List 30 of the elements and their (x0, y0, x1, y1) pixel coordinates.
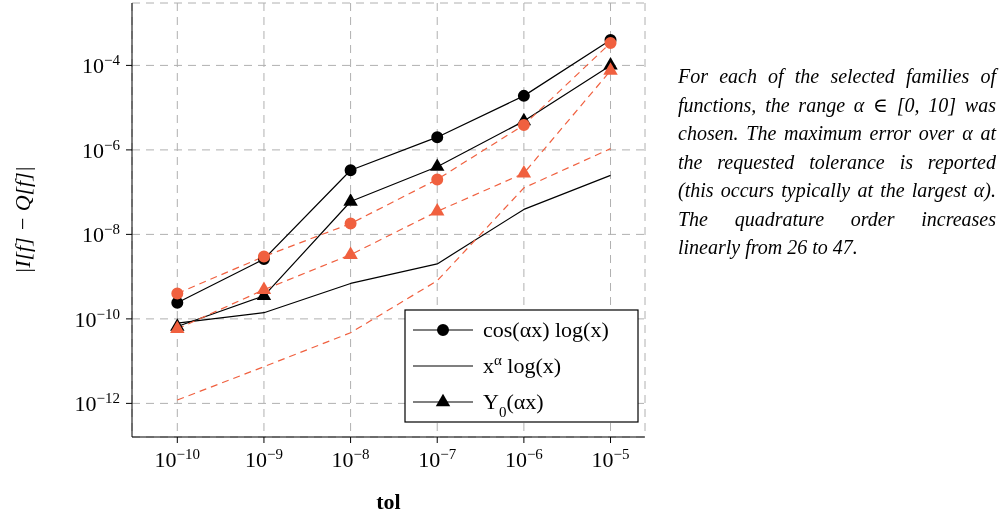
x-tick-label: 10$^{−7}$ (418, 446, 457, 472)
point (603, 62, 618, 75)
point (430, 158, 445, 171)
point (516, 164, 532, 178)
point (344, 164, 357, 177)
point (431, 173, 444, 186)
legend-label: cos(αx) log(x) (483, 317, 609, 342)
x-tick-label: 10$^{−8}$ (331, 446, 370, 472)
point (517, 89, 530, 102)
legend-label: Y$_{0}$(αx) (483, 389, 544, 420)
point (431, 131, 444, 144)
x-tick-label: 10$^{−10}$ (154, 446, 201, 472)
y-axis-title: |I[f] − Q[f]| (10, 166, 35, 274)
point (344, 217, 357, 230)
x-tick-label: 10$^{−9}$ (244, 446, 283, 472)
y-tick-label: 10$^{−8}$ (82, 221, 120, 248)
point (517, 118, 530, 131)
point (256, 281, 272, 294)
point (343, 193, 358, 206)
point (171, 287, 184, 300)
legend-label: x$^{α}$ log(x) (483, 352, 562, 378)
x-tick-label: 10$^{−5}$ (591, 446, 630, 472)
x-tick-label: 10$^{−6}$ (504, 446, 544, 472)
point (430, 203, 445, 216)
point (343, 246, 358, 259)
y-tick-label: 10$^{−10}$ (74, 305, 120, 332)
y-tick-label: 10$^{−12}$ (74, 390, 120, 417)
x-axis-title: tol (376, 489, 401, 514)
y-tick-label: 10$^{−6}$ (82, 136, 121, 163)
y-tick-label: 10$^{−4}$ (82, 52, 121, 79)
